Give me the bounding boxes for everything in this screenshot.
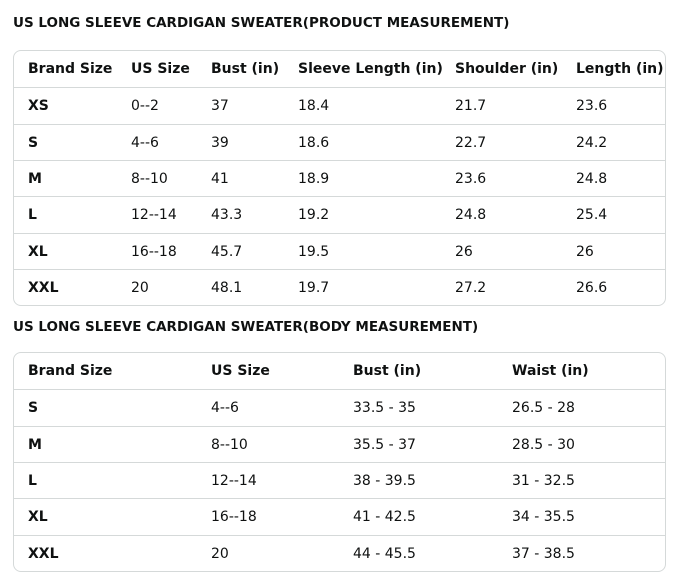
table-cell: XL bbox=[28, 243, 48, 260]
section-title: US LONG SLEEVE CARDIGAN SWEATER(BODY MEA… bbox=[13, 319, 479, 335]
table-row: XL 16--18 45.7 19.5 26 26 bbox=[14, 232, 665, 270]
table-cell: 34 - 35.5 bbox=[512, 509, 575, 526]
table-cell: 41 - 42.5 bbox=[353, 509, 416, 526]
table-cell: 12--14 bbox=[211, 472, 257, 489]
table-cell: 22.7 bbox=[455, 134, 487, 151]
table-cell: 26 bbox=[576, 243, 594, 260]
header-cell: Brand Size bbox=[28, 61, 113, 77]
table-cell: 18.4 bbox=[298, 98, 330, 115]
table-cell: M bbox=[28, 436, 42, 453]
header-cell: Shoulder (in) bbox=[455, 61, 559, 77]
table-row: XXL 20 44 - 45.5 37 - 38.5 bbox=[14, 534, 665, 572]
table-row: XXL 20 48.1 19.7 27.2 26.6 bbox=[14, 268, 665, 306]
table-cell: 37 bbox=[211, 98, 229, 115]
table-cell: 16--18 bbox=[131, 243, 177, 260]
table-cell: 35.5 - 37 bbox=[353, 436, 416, 453]
table-cell: 26.6 bbox=[576, 279, 608, 296]
table-cell: 44 - 45.5 bbox=[353, 545, 416, 562]
table-cell: L bbox=[28, 472, 37, 489]
table-cell: 26 bbox=[455, 243, 473, 260]
table-row: XS 0--2 37 18.4 21.7 23.6 bbox=[14, 87, 665, 124]
header-cell: Sleeve Length (in) bbox=[298, 61, 443, 77]
table-cell: 18.6 bbox=[298, 134, 330, 151]
table-cell: 43.3 bbox=[211, 207, 243, 224]
table-cell: 19.7 bbox=[298, 279, 330, 296]
table-row: M 8--10 41 18.9 23.6 24.8 bbox=[14, 159, 665, 197]
header-cell: Bust (in) bbox=[353, 363, 422, 379]
table-cell: 19.5 bbox=[298, 243, 330, 260]
table-cell: 26.5 - 28 bbox=[512, 400, 575, 417]
table-cell: 12--14 bbox=[131, 207, 177, 224]
header-cell: Bust (in) bbox=[211, 61, 280, 77]
table-cell: 28.5 - 30 bbox=[512, 436, 575, 453]
table-cell: 19.2 bbox=[298, 207, 330, 224]
table-row: L 12--14 43.3 19.2 24.8 25.4 bbox=[14, 196, 665, 233]
header-cell: Brand Size bbox=[28, 363, 113, 379]
header-cell: US Size bbox=[131, 61, 190, 77]
table-cell: 21.7 bbox=[455, 98, 487, 115]
header-row: Brand Size US Size Bust (in) Waist (in) bbox=[14, 353, 665, 389]
header-cell: US Size bbox=[211, 363, 270, 379]
table-row: XL 16--18 41 - 42.5 34 - 35.5 bbox=[14, 498, 665, 535]
table: Brand Size US Size Bust (in) Sleeve Length … bbox=[13, 50, 666, 307]
table-cell: 25.4 bbox=[576, 207, 608, 224]
table-cell: 41 bbox=[211, 170, 229, 187]
table-cell: XS bbox=[28, 98, 49, 115]
table-cell: S bbox=[28, 134, 39, 151]
table-cell: 4--6 bbox=[131, 134, 159, 151]
table-cell: M bbox=[28, 170, 42, 187]
table-cell: 0--2 bbox=[131, 98, 159, 115]
section-title: US LONG SLEEVE CARDIGAN SWEATER(PRODUCT … bbox=[13, 15, 510, 31]
table-cell: XXL bbox=[28, 545, 59, 562]
table-cell: 20 bbox=[211, 545, 229, 562]
table-row: L 12--14 38 - 39.5 31 - 32.5 bbox=[14, 461, 665, 499]
table-cell: 39 bbox=[211, 134, 229, 151]
table-cell: 37 - 38.5 bbox=[512, 545, 575, 562]
table-cell: 24.8 bbox=[455, 207, 487, 224]
table: Brand Size US Size Bust (in) Waist (in) S 4--… bbox=[13, 352, 666, 572]
table-cell: 20 bbox=[131, 279, 149, 296]
table-cell: S bbox=[28, 400, 39, 417]
table-cell: 23.6 bbox=[455, 170, 487, 187]
table-cell: 23.6 bbox=[576, 98, 608, 115]
table-cell: XXL bbox=[28, 279, 59, 296]
table-cell: L bbox=[28, 207, 37, 224]
table-cell: 8--10 bbox=[131, 170, 168, 187]
table-cell: 27.2 bbox=[455, 279, 487, 296]
table-cell: 33.5 - 35 bbox=[353, 400, 416, 417]
table-row: S 4--6 33.5 - 35 26.5 - 28 bbox=[14, 389, 665, 426]
table-row: M 8--10 35.5 - 37 28.5 - 30 bbox=[14, 425, 665, 463]
table-cell: 38 - 39.5 bbox=[353, 472, 416, 489]
table-cell: 24.8 bbox=[576, 170, 608, 187]
header-cell: Waist (in) bbox=[512, 363, 589, 379]
table-cell: 24.2 bbox=[576, 134, 608, 151]
table-cell: 31 - 32.5 bbox=[512, 472, 575, 489]
table-cell: 16--18 bbox=[211, 509, 257, 526]
table-cell: 8--10 bbox=[211, 436, 248, 453]
table-cell: XL bbox=[28, 509, 48, 526]
table-cell: 48.1 bbox=[211, 279, 243, 296]
table-cell: 4--6 bbox=[211, 400, 239, 417]
header-cell: Length (in) bbox=[576, 61, 664, 77]
table-cell: 18.9 bbox=[298, 170, 330, 187]
table-row: S 4--6 39 18.6 22.7 24.2 bbox=[14, 123, 665, 161]
table-cell: 45.7 bbox=[211, 243, 243, 260]
header-row: Brand Size US Size Bust (in) Sleeve Length … bbox=[14, 51, 665, 87]
